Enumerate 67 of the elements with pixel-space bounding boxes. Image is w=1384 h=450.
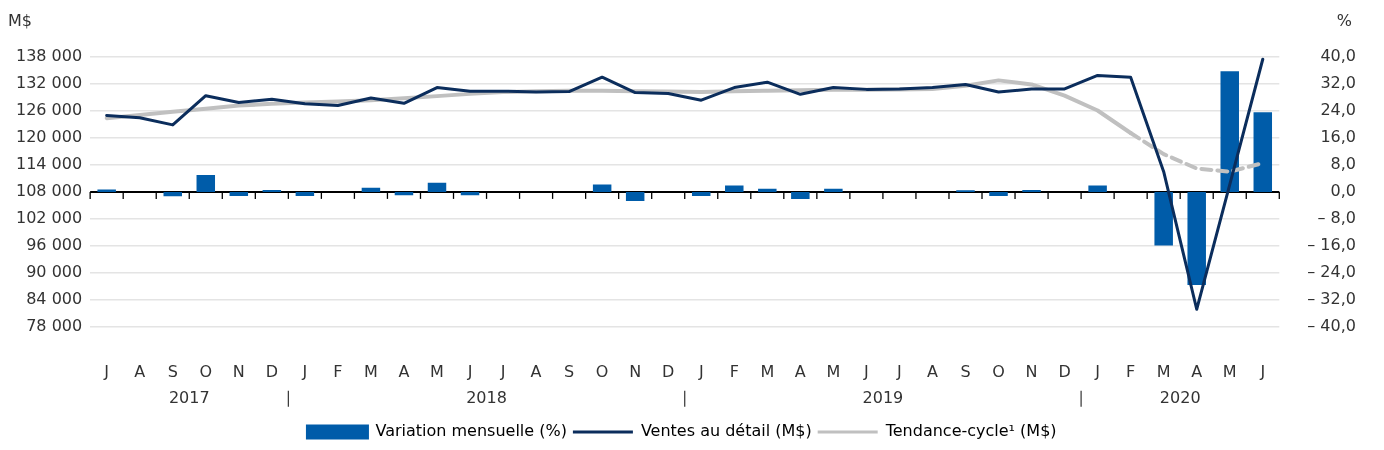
- x-tick-label: A: [794, 361, 806, 381]
- x-tick-label: S: [564, 361, 575, 381]
- x-tick-label: O: [595, 361, 609, 381]
- y-tick-label: 114 000: [15, 154, 83, 174]
- y2-tick-label: – 24,0: [1307, 262, 1356, 281]
- x-tick-label: D: [662, 361, 675, 381]
- x-tick-label: S: [167, 361, 178, 381]
- legend-label: Ventes au détail (M$): [640, 421, 812, 441]
- legend-label: Tendance-cycle¹ (M$): [884, 421, 1057, 441]
- x-tick-label: M: [364, 361, 378, 381]
- x-tick-label: A: [134, 361, 146, 381]
- text: 2020: [1159, 387, 1201, 407]
- x-tick-label: J: [466, 361, 473, 381]
- x-tick-label: N: [629, 361, 642, 381]
- x-tick-label: N: [1025, 361, 1038, 381]
- x-tick-label: D: [265, 361, 278, 381]
- x-tick-label: J: [1094, 361, 1100, 381]
- y-tick-label: 126 000: [15, 100, 83, 120]
- y2-tick-label: 16,0: [1320, 127, 1356, 147]
- x-tick-label: F: [333, 361, 343, 381]
- y-axis-title: M$: [8, 11, 32, 31]
- x-tick-label: A: [530, 361, 542, 381]
- y-tick-label: 102 000: [15, 208, 83, 228]
- x-tick-label: A: [1191, 361, 1203, 381]
- x-tick-label: J: [1259, 361, 1266, 381]
- y-tick-label: 90 000: [26, 262, 83, 281]
- x-tick-label: J: [896, 361, 902, 381]
- x-tick-label: S: [960, 361, 971, 381]
- y2-tick-label: 0,0: [1330, 181, 1356, 201]
- y-tick-label: 78 000: [26, 315, 83, 335]
- x-tick-label: J: [697, 361, 704, 381]
- x-tick-label: O: [992, 361, 1005, 381]
- text: 2018: [466, 387, 507, 407]
- y-tick-label: 108 000: [15, 181, 83, 201]
- x-tick-label: M: [1222, 361, 1237, 381]
- y-tick-label: 132 000: [15, 73, 83, 93]
- x-tick-label: N: [232, 361, 245, 381]
- y2-tick-label: 40,0: [1320, 46, 1356, 66]
- x-tick-label: M: [760, 361, 775, 381]
- x-tick-label: J: [301, 361, 308, 381]
- y2-tick-label: 32,0: [1320, 73, 1356, 93]
- y2-tick-label: – 16,0: [1307, 235, 1356, 255]
- y2-tick-label: – 32,0: [1307, 288, 1356, 308]
- y2-tick-label: 24,0: [1320, 100, 1356, 120]
- y2-tick-label: – 40,0: [1307, 315, 1356, 335]
- legend-label: Variation mensuelle (%): [375, 421, 567, 441]
- x-tick-label: J: [103, 361, 110, 381]
- x-tick-label: J: [863, 361, 869, 381]
- x-tick-label: M: [826, 361, 841, 381]
- y-tick-label: 120 000: [15, 127, 83, 147]
- y-tick-label: 138 000: [15, 46, 83, 66]
- x-tick-label: D: [1058, 361, 1071, 381]
- y-tick-label: 96 000: [26, 235, 83, 255]
- x-tick-label: A: [926, 361, 938, 381]
- text: 2017: [168, 387, 210, 407]
- x-tick-label: F: [1126, 361, 1136, 381]
- x-tick-label: A: [398, 361, 410, 381]
- y-tick-label: 84 000: [26, 288, 83, 308]
- text: 2019: [862, 387, 904, 407]
- x-tick-label: J: [499, 361, 506, 381]
- x-tick-label: F: [729, 361, 739, 381]
- y2-axis-title: %: [1336, 11, 1352, 31]
- x-tick-label: M: [430, 361, 444, 381]
- x-tick-label: M: [1156, 361, 1171, 381]
- y2-tick-label: 8,0: [1330, 154, 1356, 174]
- x-tick-label: O: [199, 361, 213, 381]
- y2-tick-label: – 8,0: [1317, 208, 1356, 228]
